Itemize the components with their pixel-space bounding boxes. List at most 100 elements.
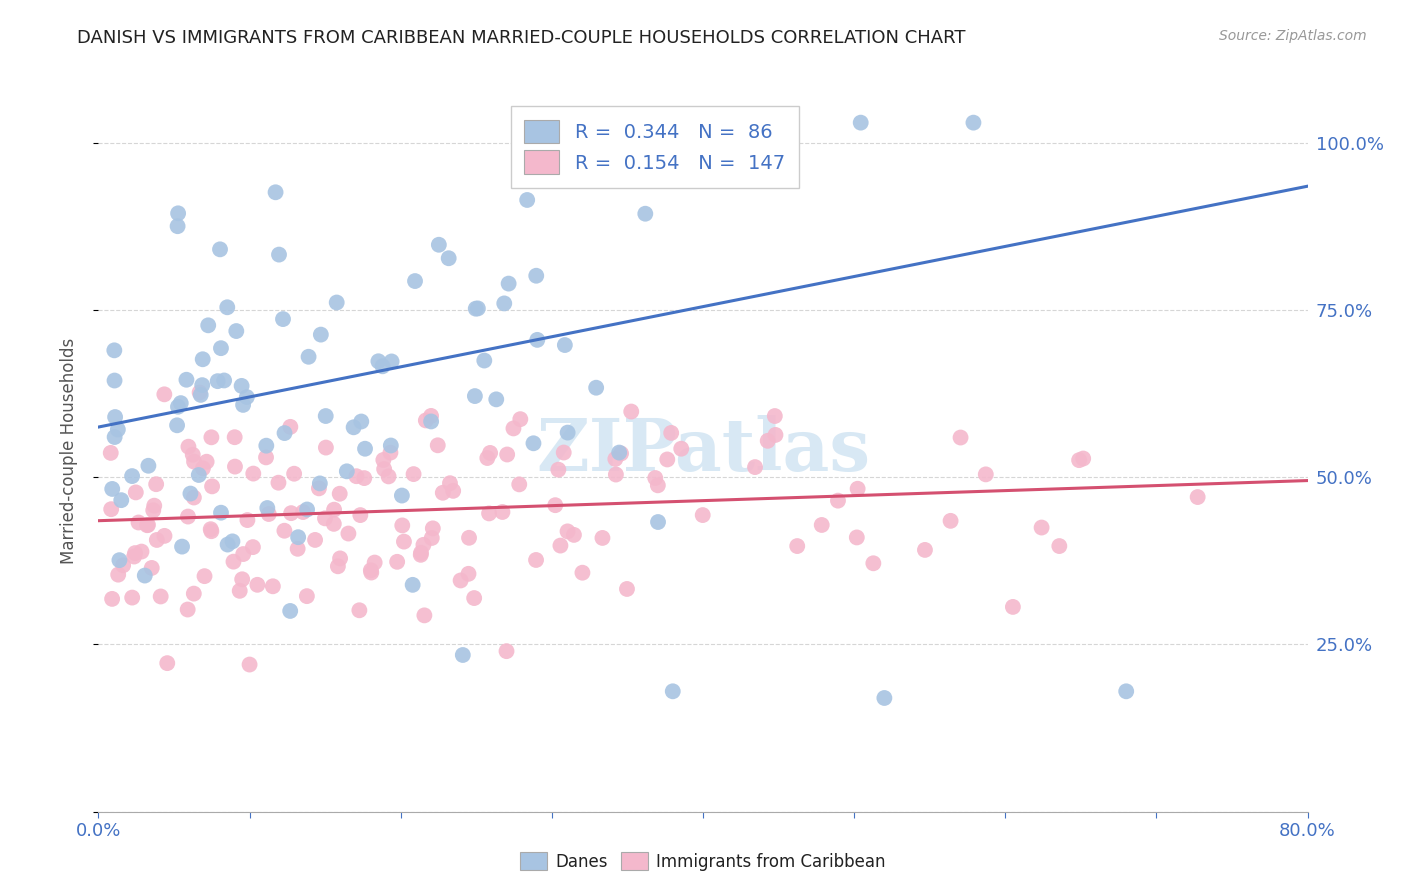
Point (124, 546, 146, 560)
Point (432, 485, 454, 500)
Point (329, 551, 352, 566)
Point (862, 556, 884, 570)
Point (502, 421, 524, 435)
Point (478, 507, 501, 521)
Point (325, 295, 347, 310)
Point (849, 115, 872, 129)
Point (962, 115, 984, 129)
Point (605, 467, 627, 482)
Point (605, 452, 627, 467)
Point (380, 438, 402, 452)
Point (873, 690, 896, 705)
Point (391, 489, 413, 503)
Point (181, 448, 204, 462)
Point (107, 423, 129, 437)
Point (104, 430, 127, 444)
Point (671, 442, 693, 456)
Point (472, 353, 495, 368)
Point (524, 553, 547, 567)
Point (121, 591, 143, 605)
Point (195, 455, 218, 469)
Point (544, 498, 567, 512)
Point (420, 414, 443, 428)
Point (464, 389, 486, 403)
Point (292, 505, 315, 519)
Point (212, 374, 235, 388)
Point (134, 568, 156, 582)
Point (1069, 453, 1091, 467)
Point (496, 448, 519, 462)
Point (616, 582, 638, 596)
Point (145, 477, 167, 491)
Point (128, 516, 150, 530)
Point (571, 566, 593, 580)
Point (295, 502, 318, 516)
Legend: R =  0.344   N =  86, R =  0.154   N =  147: R = 0.344 N = 86, R = 0.154 N = 147 (510, 106, 799, 187)
Point (337, 526, 360, 541)
Point (254, 439, 277, 453)
Y-axis label: Married-couple Households: Married-couple Households (59, 337, 77, 564)
Point (557, 425, 579, 440)
Point (217, 537, 239, 551)
Point (167, 400, 190, 414)
Point (661, 684, 683, 698)
Point (553, 445, 575, 459)
Point (208, 243, 231, 257)
Point (141, 561, 163, 575)
Point (336, 464, 359, 478)
Point (242, 540, 264, 554)
Point (156, 656, 179, 670)
Point (644, 471, 666, 485)
Point (146, 533, 169, 547)
Point (193, 569, 215, 583)
Point (413, 608, 436, 623)
Point (315, 409, 337, 423)
Point (457, 566, 479, 581)
Point (939, 514, 962, 528)
Point (441, 483, 464, 498)
Point (540, 115, 562, 129)
Legend: Danes, Immigrants from Caribbean: Danes, Immigrants from Caribbean (512, 844, 894, 880)
Point (647, 478, 669, 492)
Point (509, 412, 531, 426)
Text: ZIPatlas: ZIPatlas (536, 415, 870, 486)
Point (412, 538, 434, 552)
Point (420, 409, 443, 423)
Point (170, 396, 193, 410)
Point (122, 549, 145, 564)
Point (846, 482, 869, 496)
Point (914, 542, 936, 557)
Point (231, 572, 253, 586)
Point (591, 531, 613, 545)
Point (183, 455, 205, 469)
Point (108, 553, 131, 567)
Point (409, 546, 432, 560)
Point (103, 374, 125, 388)
Point (136, 518, 159, 533)
Point (326, 559, 349, 574)
Point (176, 602, 198, 616)
Text: DANISH VS IMMIGRANTS FROM CARIBBEAN MARRIED-COUPLE HOUSEHOLDS CORRELATION CHART: DANISH VS IMMIGRANTS FROM CARIBBEAN MARR… (77, 29, 966, 47)
Point (131, 544, 153, 558)
Point (190, 388, 212, 402)
Point (228, 583, 250, 598)
Point (437, 252, 460, 266)
Point (404, 274, 426, 288)
Point (100, 502, 122, 516)
Point (239, 657, 262, 672)
Point (422, 521, 444, 535)
Point (207, 374, 229, 388)
Point (278, 604, 301, 618)
Point (191, 461, 214, 475)
Point (353, 471, 375, 485)
Point (494, 296, 516, 310)
Point (464, 301, 486, 316)
Point (304, 533, 326, 547)
Point (191, 352, 214, 367)
Point (153, 387, 176, 401)
Point (1031, 520, 1053, 534)
Point (516, 193, 538, 207)
Point (236, 513, 259, 527)
Point (110, 493, 132, 508)
Point (231, 379, 253, 393)
